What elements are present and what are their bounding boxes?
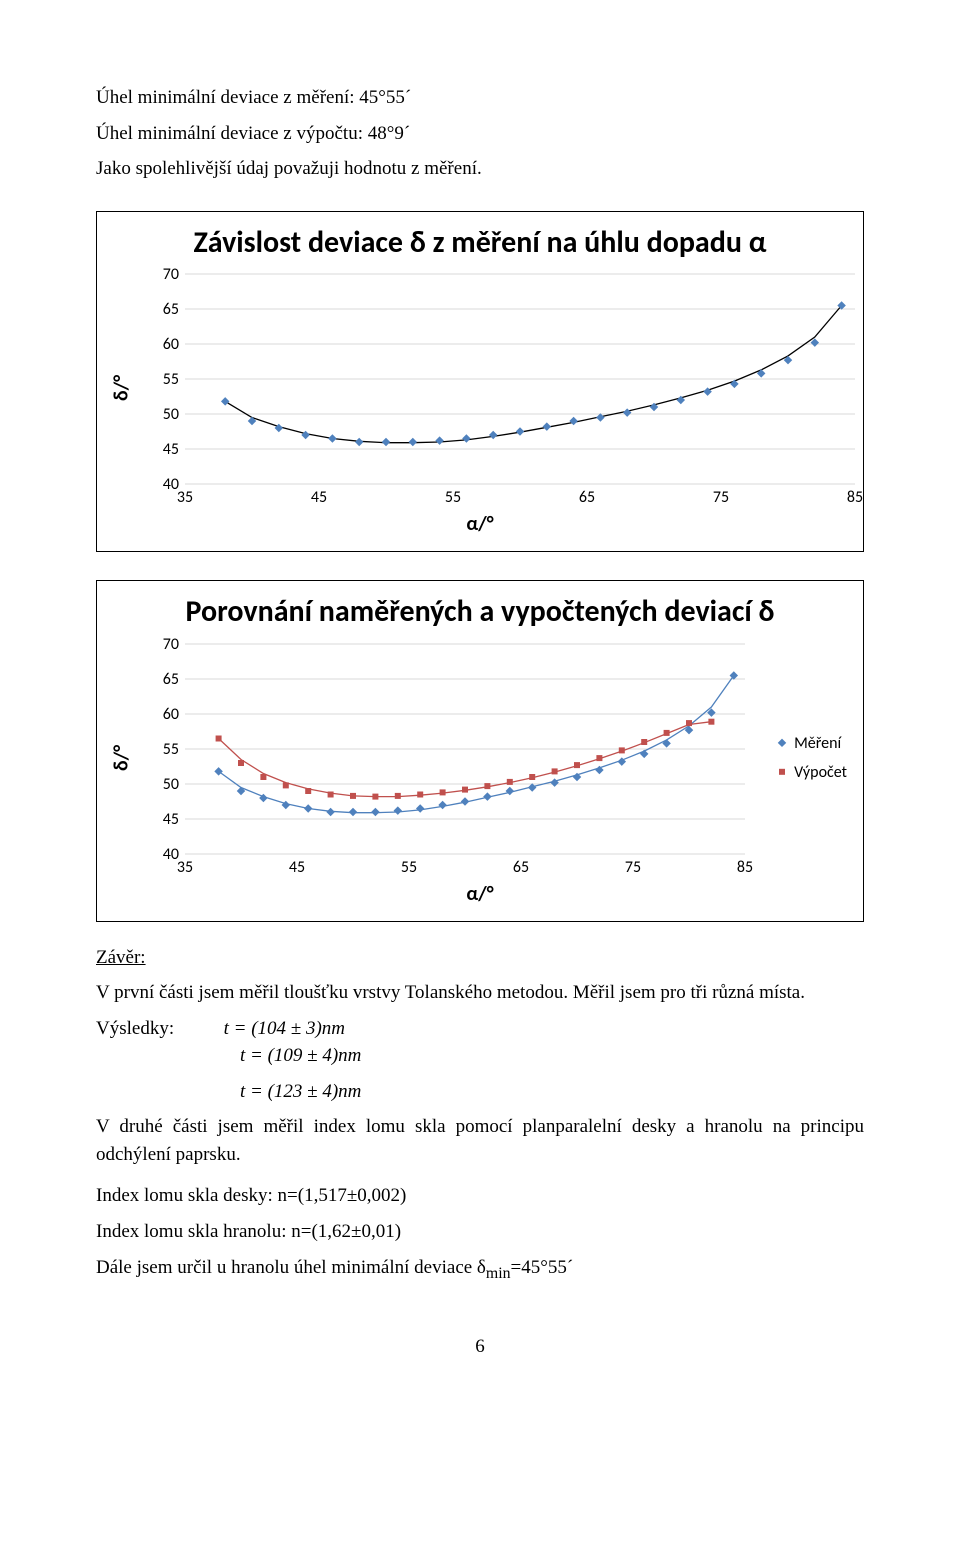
svg-text:70: 70 bbox=[163, 268, 179, 284]
svg-text:65: 65 bbox=[163, 670, 179, 689]
svg-text:60: 60 bbox=[163, 705, 179, 724]
chart1-xlabel: α/° bbox=[107, 510, 853, 539]
eq-2: t = (109 ± 4)nm bbox=[240, 1042, 864, 1070]
intro-line-1: Úhel minimální deviace z měření: 45°55´ bbox=[96, 84, 864, 112]
svg-text:55: 55 bbox=[163, 740, 179, 759]
conclusion-heading: Závěr: bbox=[96, 944, 864, 972]
svg-text:35: 35 bbox=[177, 858, 193, 877]
svg-text:65: 65 bbox=[513, 858, 529, 877]
svg-text:45: 45 bbox=[163, 440, 179, 459]
conclusion-line-1: V první části jsem měřil tloušťku vrstvy… bbox=[96, 979, 864, 1007]
svg-text:50: 50 bbox=[163, 775, 179, 794]
svg-text:65: 65 bbox=[163, 300, 179, 319]
svg-text:35: 35 bbox=[177, 488, 193, 507]
svg-text:65: 65 bbox=[579, 488, 595, 507]
legend-label-calculation: Výpočet bbox=[794, 761, 847, 784]
results-label: Výsledky: bbox=[96, 1018, 174, 1039]
diamond-icon bbox=[776, 737, 788, 749]
svg-text:45: 45 bbox=[289, 858, 305, 877]
svg-text:55: 55 bbox=[401, 858, 417, 877]
svg-text:70: 70 bbox=[163, 638, 179, 654]
svg-text:55: 55 bbox=[445, 488, 461, 507]
square-icon bbox=[776, 766, 788, 778]
chart-comparison: Porovnání naměřených a vypočtených devia… bbox=[96, 580, 864, 922]
legend-item-measurement: Měření bbox=[776, 731, 847, 754]
intro-line-3: Jako spolehlivější údaj považuji hodnotu… bbox=[96, 155, 864, 183]
svg-text:85: 85 bbox=[847, 488, 863, 507]
legend-label-measurement: Měření bbox=[794, 731, 841, 754]
chart1-title: Závislost deviace δ z měření na úhlu dop… bbox=[107, 226, 853, 261]
chart2-title: Porovnání naměřených a vypočtených devia… bbox=[107, 595, 853, 630]
chart2-legend: Měření Výpočet bbox=[776, 725, 847, 789]
svg-text:55: 55 bbox=[163, 370, 179, 389]
svg-text:45: 45 bbox=[163, 810, 179, 829]
conclusion-line-4: Index lomu skla hranolu: n=(1,62±0,01) bbox=[96, 1218, 864, 1246]
eq-3: t = (123 ± 4)nm bbox=[240, 1078, 864, 1106]
chart2-ylabel: δ/° bbox=[108, 745, 137, 771]
chart2-xlabel: α/° bbox=[107, 880, 853, 909]
conclusion-line-5: Dále jsem určil u hranolu úhel minimální… bbox=[96, 1254, 864, 1286]
svg-text:85: 85 bbox=[737, 858, 753, 877]
svg-text:75: 75 bbox=[625, 858, 641, 877]
intro-line-2: Úhel minimální deviace z výpočtu: 48°9´ bbox=[96, 120, 864, 148]
eq-1: t = (104 ± 3)nm bbox=[224, 1018, 345, 1039]
page-number: 6 bbox=[96, 1333, 864, 1361]
conclusion-line-3: Index lomu skla desky: n=(1,517±0,002) bbox=[96, 1182, 864, 1210]
legend-item-calculation: Výpočet bbox=[776, 761, 847, 784]
svg-text:75: 75 bbox=[713, 488, 729, 507]
results-line: Výsledky: t = (104 ± 3)nm bbox=[96, 1015, 864, 1043]
svg-text:60: 60 bbox=[163, 335, 179, 354]
svg-text:50: 50 bbox=[163, 405, 179, 424]
chart-deviation-vs-angle: Závislost deviace δ z měření na úhlu dop… bbox=[96, 211, 864, 553]
svg-text:45: 45 bbox=[311, 488, 327, 507]
chart1-ylabel: δ/° bbox=[108, 375, 137, 401]
conclusion-line-2: V druhé části jsem měřil index lomu skla… bbox=[96, 1113, 864, 1168]
